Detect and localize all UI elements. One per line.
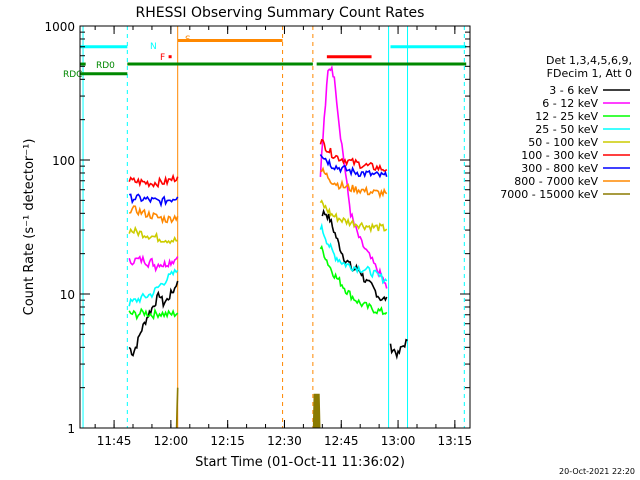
series-line [321,208,388,302]
series-line [128,307,179,321]
legend-label: 800 - 7000 keV [514,175,598,188]
x-tick-label: 12:30 [267,434,302,448]
flag-label-n: N [150,42,157,52]
x-axis: 11:45 12:00 12:15 12:30 12:45 13:00 13:15 [94,26,473,448]
x-tick-label: 12:15 [210,434,245,448]
series-line [128,205,179,225]
x-tick-label: 13:00 [381,434,416,448]
series-line [129,193,179,208]
y-tick-label: 10 [60,288,75,302]
series-line [319,154,388,179]
flag-label-f: F [160,53,165,63]
timestamp: 20-Oct-2021 22:20 [559,467,635,476]
legend-label: 6 - 12 keV [542,97,598,110]
x-tick-label: 13:15 [438,434,473,448]
series-line [320,166,388,200]
y-axis: 1 10 100 1000 [44,20,470,436]
legend-label: 50 - 100 keV [528,136,598,149]
series-line [128,280,179,357]
series-line [389,338,408,360]
legend-header-line-2: FDecim 1, Att 0 [547,67,632,80]
flag-label-rd0: RD0 [96,61,115,71]
legend-label: 12 - 25 keV [535,110,598,123]
x-axis-label: Start Time (01-Oct-11 11:36:02) [195,455,405,470]
legend-label: 7000 - 15000 keV [500,188,598,201]
series-line [175,387,179,429]
y-axis-label: Count Rate (s⁻¹ detector⁻¹) [22,139,37,316]
y-tick-label: 1000 [44,20,75,34]
series-line [319,199,388,234]
chart-title: RHESSI Observing Summary Count Rates [136,5,425,21]
legend: Det 1,3,4,5,6,9, FDecim 1, Att 0 3 - 6 k… [500,54,632,201]
series-line [319,64,388,289]
y-tick-label: 100 [52,154,75,168]
legend-header-line-1: Det 1,3,4,5,6,9, [546,54,632,67]
legend-label: 25 - 50 keV [535,123,598,136]
series-line [312,393,321,429]
x-tick-label: 12:00 [154,434,189,448]
flag-label-rdc: RDC [63,70,82,80]
series-line [128,254,179,273]
legend-label: 100 - 300 keV [521,149,598,162]
series-line [319,244,388,316]
x-tick-label: 11:45 [97,434,132,448]
y-tick-label: 1 [67,422,75,436]
series-line [128,173,179,189]
series-line [319,138,388,172]
legend-label: 3 - 6 keV [549,84,598,97]
legend-label: 300 - 800 keV [521,162,598,175]
x-tick-label: 12:45 [324,434,359,448]
series-line [128,268,179,307]
flag-label-s: S [185,35,191,45]
series-line [319,222,388,285]
plot-frame [79,25,471,429]
series-line [128,225,178,245]
